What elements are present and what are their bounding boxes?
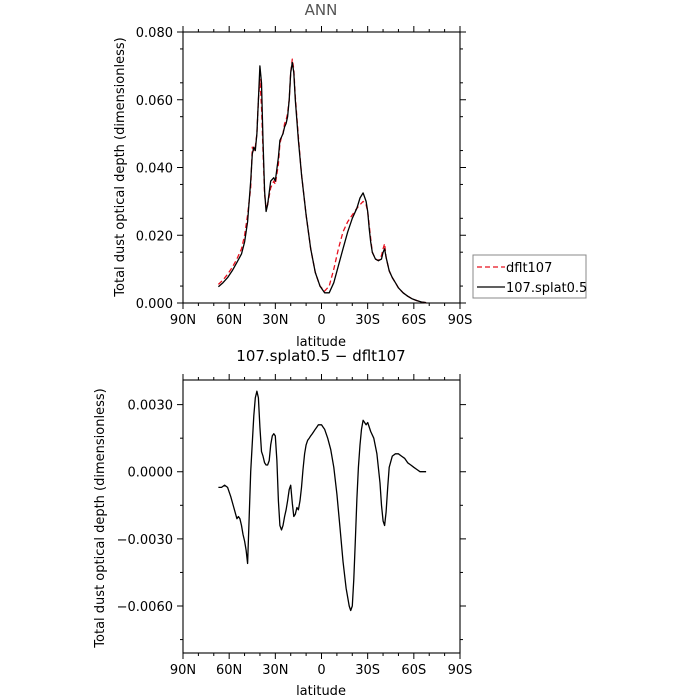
series-line-107-splat0-5 (217, 61, 427, 304)
y-tick-label: 0.000 (136, 297, 173, 312)
legend-box (472, 254, 587, 299)
x-tick-label: 60N (216, 663, 242, 678)
bottom-plot-area: 90N 60N 30N 0 30S 60S 90S 0.0030 0.0000 −0.0030 −0… (117, 374, 473, 678)
x-tick-label: 60S (401, 313, 426, 328)
x-tick-label: 30N (262, 663, 288, 678)
series-line-difference-0 (218, 390, 427, 612)
y-tick-label: −0.0060 (117, 600, 173, 615)
y-tick-label: 0.0000 (128, 466, 174, 481)
plot-frame (182, 31, 461, 304)
legend: dflt107 107.splat0.5 (472, 254, 587, 299)
y-tick-label: 0.060 (136, 94, 173, 109)
x-tick-label: 90S (448, 663, 473, 678)
x-tick-label: 30S (355, 313, 380, 328)
bottom-chart-title: 107.splat0.5 − dflt107 (236, 347, 405, 365)
x-tick-label: 0 (317, 663, 325, 678)
bottom-x-axis-label: latitude (296, 684, 346, 699)
x-tick-label: 30N (262, 313, 288, 328)
y-tick-label: 0.040 (136, 162, 173, 177)
plot-frame (182, 379, 461, 654)
x-tick-label: 0 (317, 313, 325, 328)
top-chart-title: ANN (305, 1, 338, 19)
x-tick-label: 90S (448, 313, 473, 328)
legend-label-dflt107: dflt107 (506, 261, 552, 276)
x-tick-label: 60S (401, 663, 426, 678)
y-tick-label: 0.020 (136, 229, 173, 244)
bottom-panel: 107.splat0.5 − dflt107 Total dust optica… (93, 347, 472, 699)
legend-label-splat: 107.splat0.5 (506, 281, 587, 296)
top-panel: ANN Total dust optical depth (dimensionl… (113, 1, 472, 350)
top-x-axis-label: latitude (296, 335, 346, 350)
top-plot-area: 90N 60N 30N 0 30S 60S 90S 0.000 0.020 0.040 0.060 0… (136, 26, 473, 328)
x-tick-label: 30S (355, 663, 380, 678)
series-line-dflt107 (217, 58, 427, 304)
x-tick-label: 90N (170, 313, 196, 328)
top-y-axis-label: Total dust optical depth (dimensionless) (113, 37, 128, 297)
x-tick-label: 60N (216, 313, 242, 328)
y-tick-label: 0.080 (136, 26, 173, 41)
x-tick-label: 90N (170, 663, 196, 678)
y-tick-label: −0.0030 (117, 533, 173, 548)
bottom-y-axis-label: Total dust optical depth (dimensionless) (93, 388, 108, 648)
y-tick-label: 0.0030 (128, 399, 174, 414)
